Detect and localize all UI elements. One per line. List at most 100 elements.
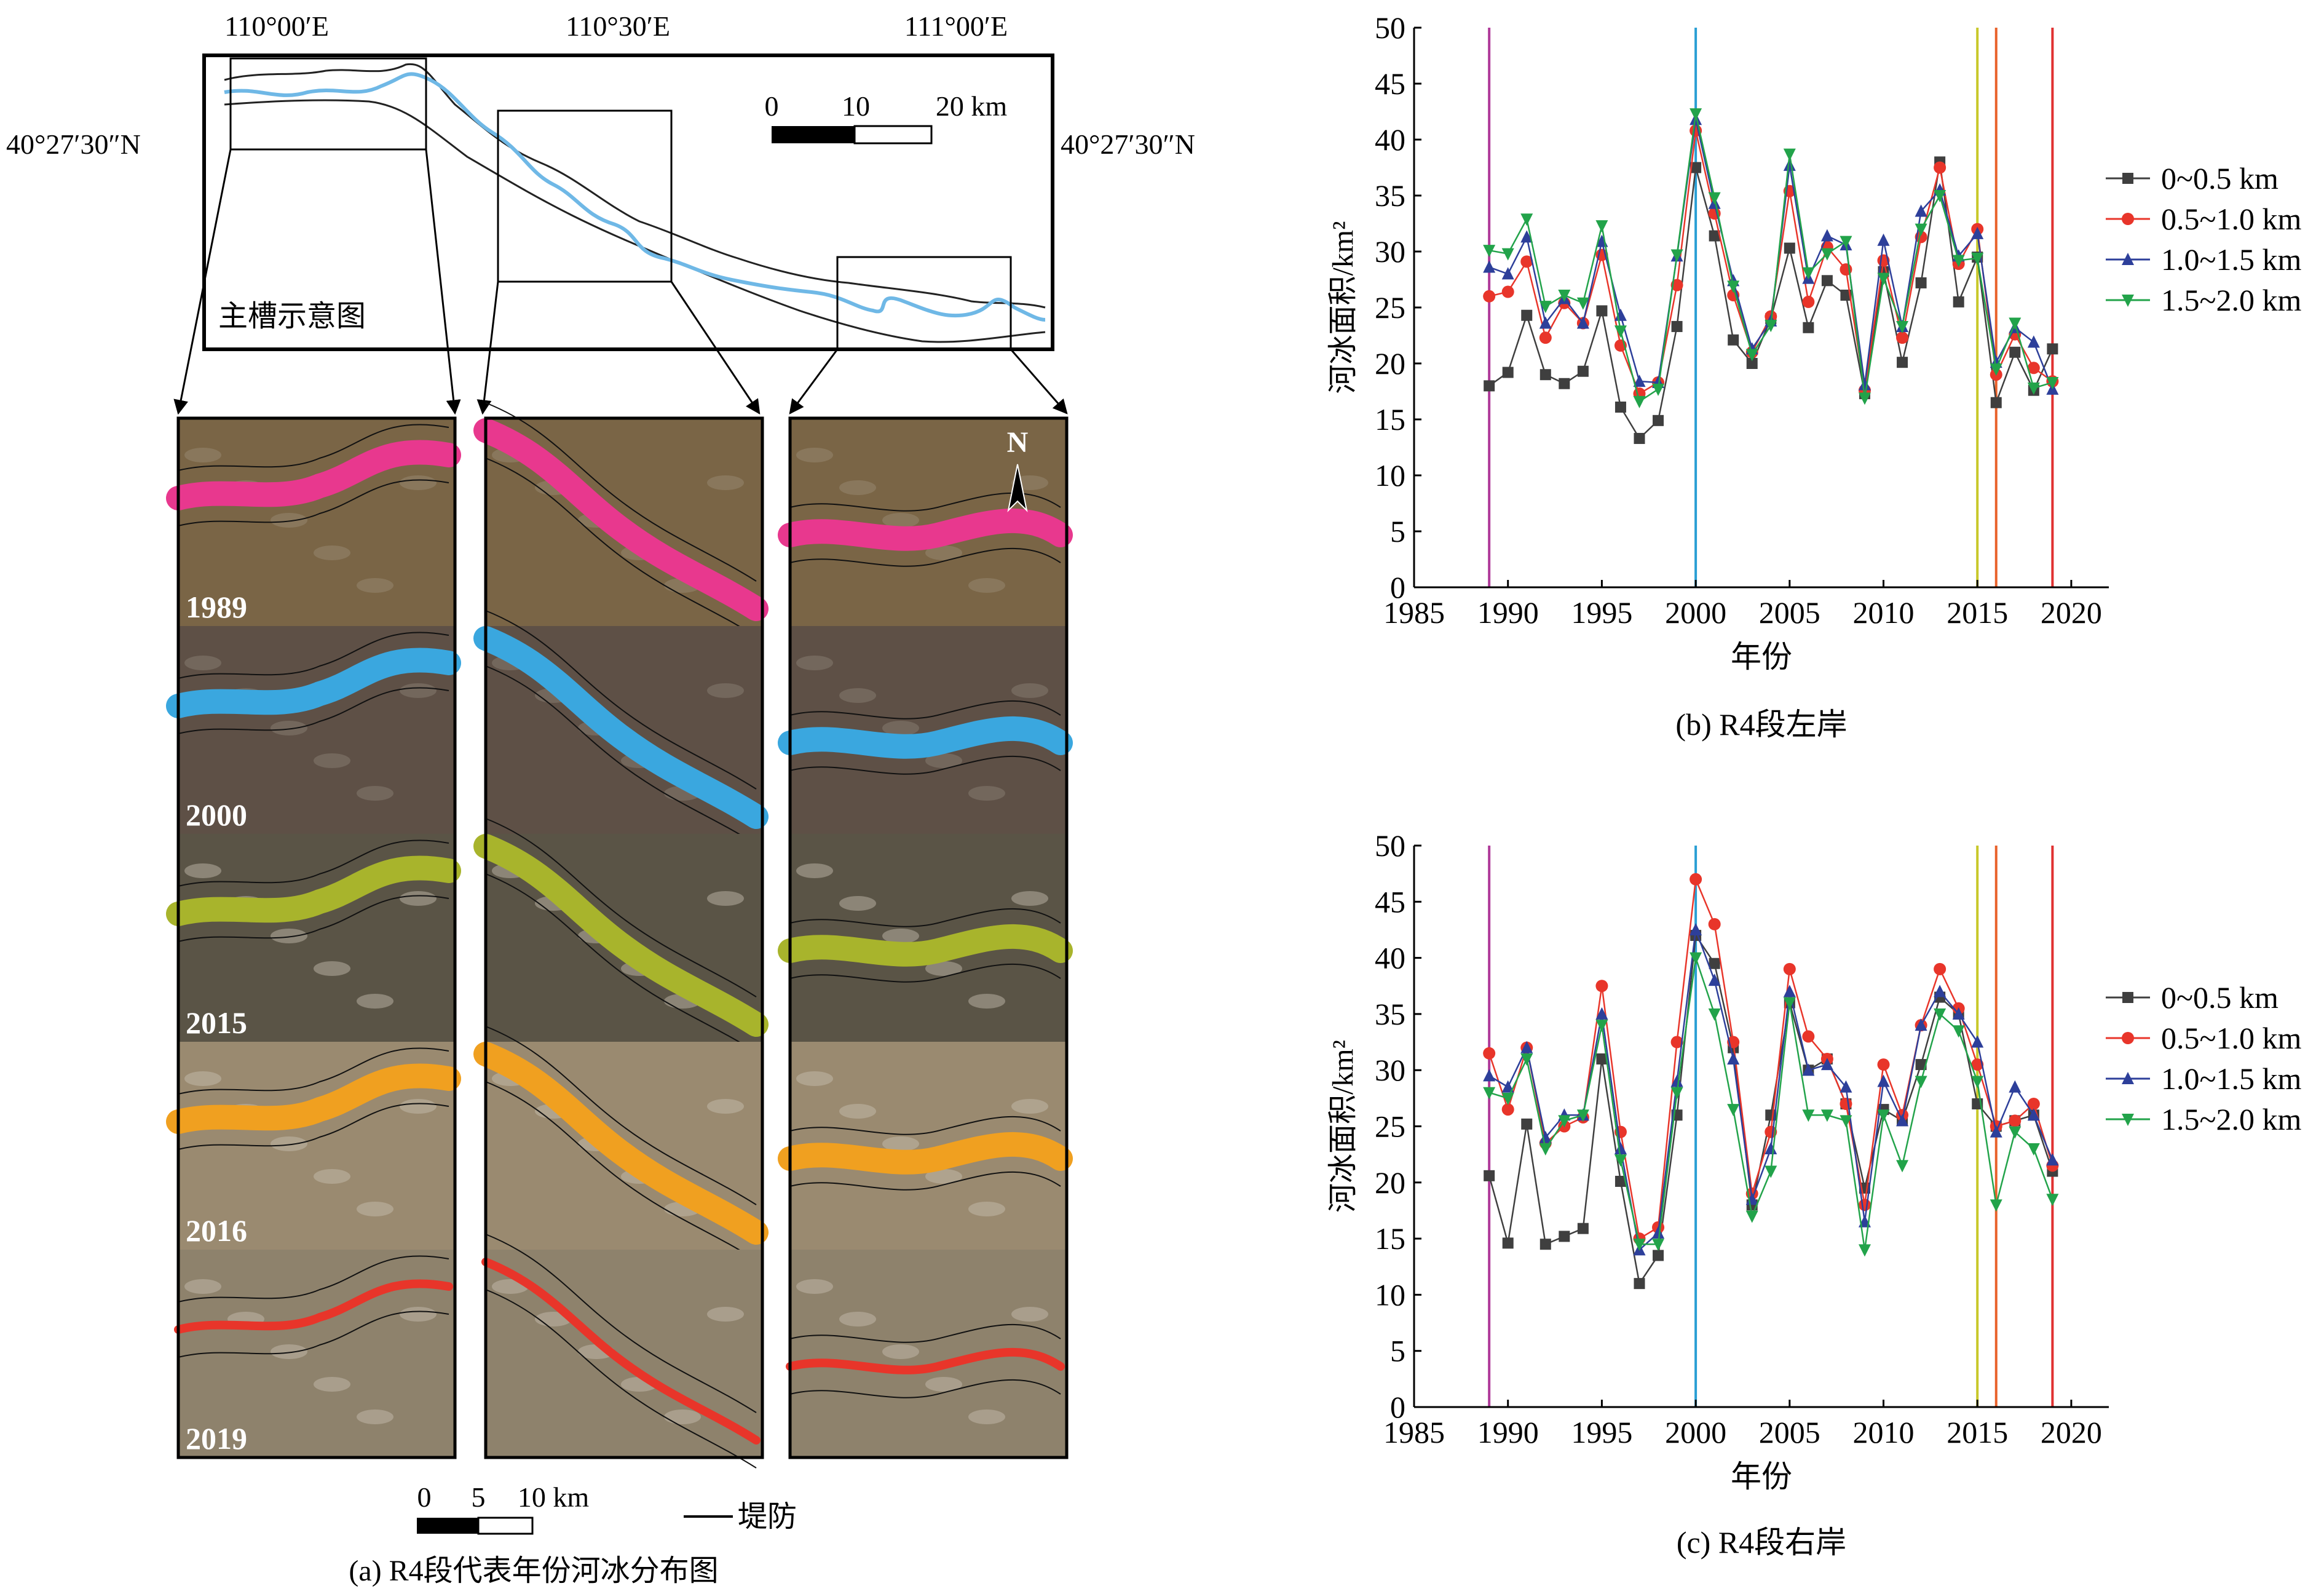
x-tick-label: 2005 [1759, 595, 1820, 630]
levee-line [485, 818, 757, 997]
levee-line [485, 873, 757, 1053]
data-point [1539, 301, 1552, 314]
detail-box-2 [497, 109, 673, 283]
lon-label-111-00: 111°00′E [904, 10, 1008, 42]
data-point [1559, 1231, 1570, 1242]
data-point [1653, 414, 1664, 426]
levee-line [178, 1310, 449, 1358]
imagery-texture [882, 929, 919, 943]
data-point [1502, 367, 1514, 378]
data-point [1727, 1104, 1740, 1117]
levee-line [485, 665, 757, 845]
data-point [1615, 401, 1626, 413]
imagery-texture [839, 1312, 876, 1326]
x-tick-label: 1990 [1477, 595, 1539, 630]
data-point [1820, 1058, 1833, 1071]
data-point [1934, 962, 1947, 975]
data-point [1877, 1058, 1890, 1071]
river-ice-extent [166, 440, 461, 510]
imagery-texture [400, 683, 437, 698]
data-point [1952, 1025, 1965, 1038]
data-point [1971, 1035, 1984, 1048]
levee-line [485, 1081, 757, 1261]
data-point [1877, 272, 1890, 285]
y-tick-label: 50 [1375, 828, 1405, 863]
legend-marker [2122, 992, 2133, 1003]
imagery-texture [314, 545, 350, 560]
imagery-texture [925, 1377, 962, 1392]
river-ice-extent [778, 1132, 1073, 1175]
x-tick-label: 2020 [2041, 1415, 2102, 1449]
data-point [1501, 1080, 1514, 1093]
data-point [1971, 1058, 1984, 1071]
data-point [1802, 295, 1815, 308]
levee-line [178, 424, 449, 471]
river-ice-extent [778, 716, 1073, 759]
data-point [1670, 1087, 1683, 1100]
data-point [1840, 1080, 1852, 1093]
data-point [1595, 1007, 1608, 1020]
river-ice-extent [166, 855, 461, 926]
levee-line [178, 479, 449, 526]
y-tick-label: 35 [1375, 178, 1405, 213]
levee-line [485, 458, 757, 637]
data-point [1633, 395, 1646, 408]
data-point [1690, 952, 1702, 965]
imagery-texture [925, 753, 962, 768]
data-point [1708, 192, 1721, 205]
river-ice-extent [473, 626, 769, 829]
legend-label: 0.5~1.0 km [2161, 1021, 2302, 1055]
levee-legend-label: 堤防 [738, 1501, 797, 1533]
imagery-texture [271, 513, 307, 528]
data-point [1821, 275, 1833, 287]
imagery-texture [314, 1169, 350, 1184]
imagery-texture [400, 891, 437, 906]
river-ice-extent [786, 1347, 1065, 1374]
imagery-texture [925, 545, 962, 560]
x-tick-label: 2020 [2041, 595, 2102, 630]
data-point [1520, 1053, 1533, 1066]
imagery-texture [796, 448, 833, 462]
y-tick-label: 0 [1390, 1390, 1405, 1424]
legend-label: 0~0.5 km [2161, 980, 2279, 1015]
y-tick-label: 40 [1375, 941, 1405, 975]
data-point [1820, 1109, 1833, 1122]
levee-line [789, 963, 1061, 983]
levee-line [178, 1047, 449, 1095]
series-line-3 [1488, 958, 2053, 1250]
detail-box-1 [229, 57, 427, 151]
data-point [1653, 1250, 1664, 1261]
imagery-texture [796, 656, 833, 670]
data-point [1520, 213, 1533, 226]
data-point [1952, 1007, 1965, 1020]
x-tick-label: 1995 [1571, 1415, 1632, 1449]
levee-line [789, 547, 1061, 567]
data-point [1820, 248, 1833, 261]
imagery-texture [925, 1169, 962, 1184]
data-point [1539, 1143, 1552, 1156]
bottom-scale-tick-0: 0 [417, 1481, 432, 1513]
levee-line [178, 1103, 449, 1150]
data-point [2027, 1143, 2040, 1156]
data-point [1576, 297, 1589, 310]
data-point [1577, 365, 1589, 377]
data-point [1709, 958, 1720, 969]
legend-marker [2122, 295, 2134, 307]
data-point [1652, 1239, 1665, 1251]
overview-levee-lines [224, 63, 1046, 343]
chart-right-bank: 1985 1990 1995 2000 2005 2010 2015 2020 0 5 10 15 20… [1327, 828, 2302, 1560]
river-ice-extent [778, 924, 1073, 967]
imagery-texture [968, 786, 1005, 801]
data-point [1765, 1165, 1777, 1178]
data-point [1690, 922, 1702, 935]
y-tick-label: 30 [1375, 234, 1405, 269]
data-point [1802, 1063, 1815, 1076]
data-point [1709, 230, 1720, 242]
imagery-texture [314, 961, 350, 976]
imagery-texture [796, 863, 833, 878]
data-point [1934, 985, 1947, 997]
levee-line [485, 402, 757, 582]
imagery-texture [968, 1202, 1005, 1216]
x-tick-label: 1985 [1383, 595, 1445, 630]
